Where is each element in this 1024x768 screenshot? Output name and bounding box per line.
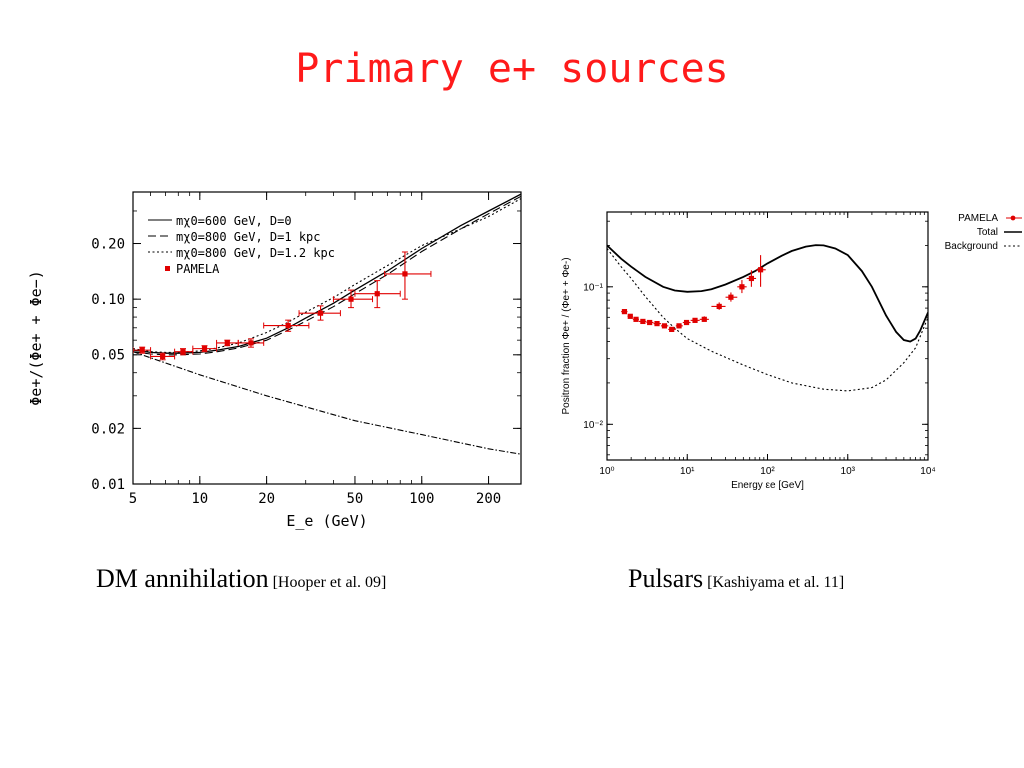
pamela-point (224, 340, 230, 346)
y-axis-title: Φe+/(Φe+ + Φe−) (27, 270, 45, 405)
plot-frame (132, 191, 522, 485)
legend-label: mχ0=600 GeV, D=0 (176, 214, 292, 228)
x-tick-label: 200 (476, 491, 501, 507)
legend-label: mχ0=800 GeV, D=1 kpc (176, 230, 321, 244)
y-tick-label: 0.01 (91, 477, 125, 493)
pamela-point (728, 294, 734, 300)
caption-dm-annihilation: DM annihilation [Hooper et al. 09] (96, 564, 386, 594)
pamela-point (201, 346, 208, 352)
x-tick-label: 10³ (841, 466, 856, 477)
caption-main: Pulsars (628, 564, 704, 593)
pamela-point (676, 323, 682, 329)
caption-main: DM annihilation (96, 564, 269, 593)
pamela-point (757, 267, 764, 273)
pamela-point (633, 316, 639, 322)
y-tick-label: 0.02 (91, 421, 125, 437)
plot-frame (606, 211, 929, 461)
pamela-point (402, 271, 408, 277)
pamela-point (661, 323, 668, 329)
pamela-point (139, 347, 145, 353)
caption-pulsars: Pulsars [Kashiyama et al. 11] (628, 564, 844, 594)
pamela-point (647, 319, 653, 326)
pamela-point (683, 319, 690, 326)
legend-label: PAMELA (176, 262, 220, 276)
x-tick-label: 100 (409, 491, 434, 507)
pamela-point (627, 313, 633, 319)
x-tick-label: 10¹ (680, 466, 695, 477)
plot-area (133, 193, 521, 455)
pamela-point (640, 318, 646, 325)
pamela-point (692, 317, 698, 323)
pamela-point (248, 340, 254, 346)
caption-reference: [Hooper et al. 09] (272, 574, 387, 591)
pamela-point (654, 321, 660, 327)
legend-label: Background (945, 241, 998, 252)
y-tick-label: 10⁻² (583, 420, 603, 431)
pamela-point (621, 309, 628, 315)
x-tick-label: 20 (258, 491, 275, 507)
pamela-point (716, 303, 722, 310)
y-tick-label: 0.20 (91, 236, 125, 252)
x-tick-label: 10⁴ (920, 466, 935, 477)
pulsar-chart: 10⁰ 10¹ 10² 10³ 10⁴ 10⁻² 10⁻¹ Energy εe [GeV] Po… (561, 211, 1022, 491)
y-tick-label: 0.10 (91, 292, 125, 308)
pamela-point (701, 316, 707, 322)
x-tick-label: 10 (191, 491, 208, 507)
x-tick-label: 10⁰ (599, 466, 614, 477)
pamela-point (317, 310, 324, 316)
pamela-point (374, 291, 380, 297)
pamela-point (160, 353, 166, 360)
y-axis-title: Positron fraction Φe+ / (Φe+ + Φe-) (561, 257, 572, 414)
legend-marker-pamela (165, 266, 170, 271)
legend-label: mχ0=800 GeV, D=1.2 kpc (176, 246, 335, 260)
x-axis-title: Energy εe [GeV] (731, 480, 804, 491)
caption-reference: [Kashiyama et al. 11] (707, 574, 845, 591)
pamela-point (739, 284, 745, 290)
dm-annihilation-chart: 5 10 20 50 100 200 0.01 0.02 0.05 0.10 0.20 E_e (Ge… (27, 191, 522, 530)
y-tick-label: 0.05 (91, 348, 125, 364)
series-line-dotted (133, 198, 521, 353)
x-tick-label: 50 (347, 491, 364, 507)
x-tick-label: 5 (129, 491, 137, 507)
pamela-point (348, 296, 354, 302)
slide-title: Primary e+ sources (295, 46, 729, 92)
x-tick-label: 10² (760, 466, 775, 477)
series-line-background (607, 248, 928, 392)
pamela-point (180, 349, 186, 355)
series-line-total (607, 244, 928, 343)
pamela-point (748, 275, 754, 282)
pamela-point (669, 326, 675, 333)
pamela-point (285, 322, 291, 329)
x-axis-title: E_e (GeV) (286, 512, 367, 530)
plot-area (607, 244, 928, 392)
legend-label: PAMELA (958, 213, 998, 224)
series-line-dashdot (133, 351, 521, 455)
legend-marker-pamela (1010, 215, 1016, 221)
y-tick-label: 10⁻¹ (583, 282, 603, 293)
legend-label: Total (977, 227, 998, 238)
